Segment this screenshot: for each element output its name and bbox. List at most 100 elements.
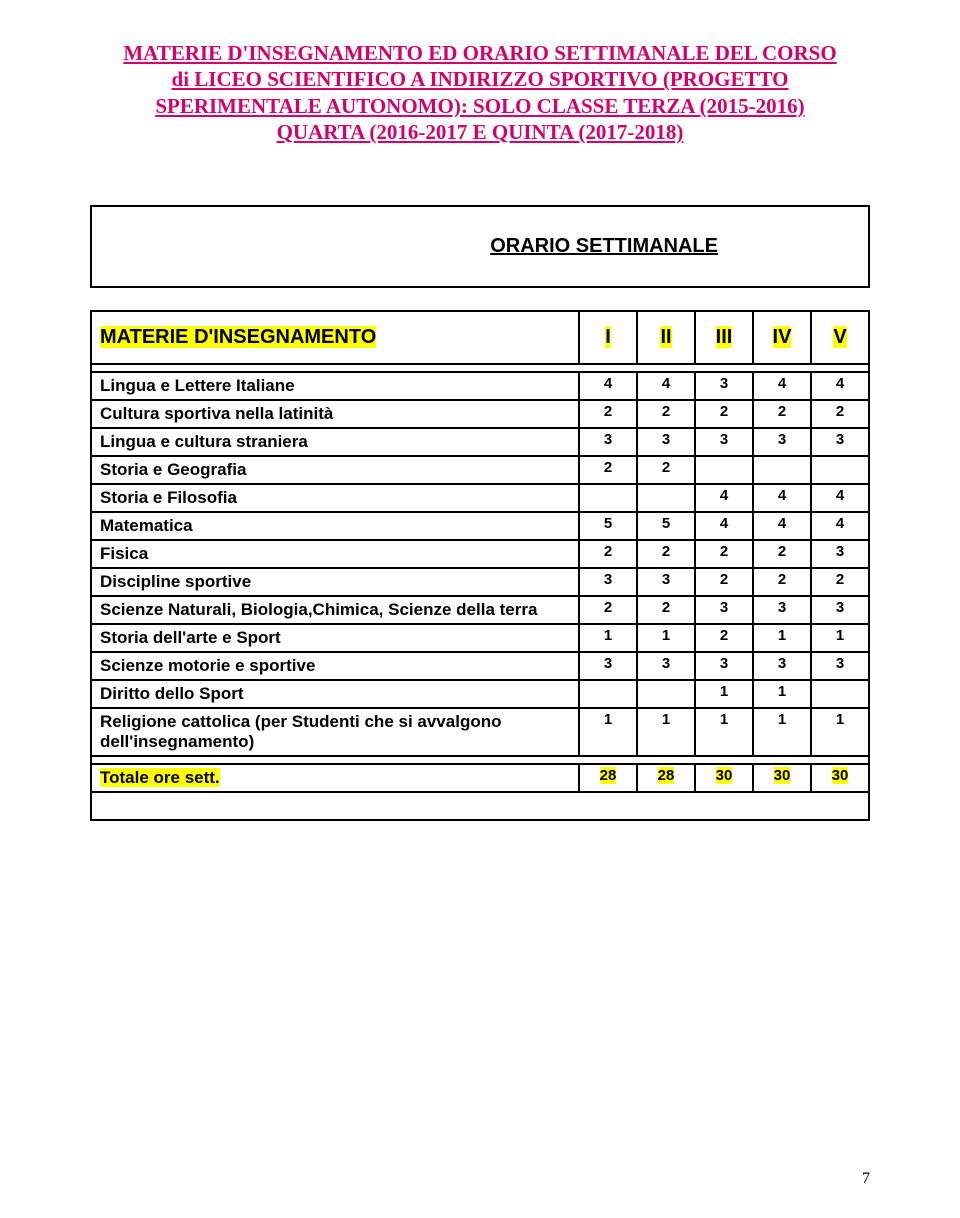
subject-cell: Cultura sportiva nella latinità: [91, 400, 579, 428]
page-number: 7: [862, 1170, 870, 1188]
value-cell: 3: [579, 428, 637, 456]
table-row: Lingua e cultura straniera33333: [91, 428, 869, 456]
table-row: Discipline sportive33222: [91, 568, 869, 596]
value-cell: 3: [695, 428, 753, 456]
subject-cell: Discipline sportive: [91, 568, 579, 596]
value-cell: 3: [695, 372, 753, 400]
value-cell: 4: [695, 512, 753, 540]
value-cell: 2: [811, 568, 869, 596]
table-row: Storia dell'arte e Sport11211: [91, 624, 869, 652]
subject-cell: Matematica: [91, 512, 579, 540]
value-cell: 4: [753, 512, 811, 540]
table-row: Matematica55444: [91, 512, 869, 540]
spacer-row: [91, 792, 869, 820]
value-cell: 4: [811, 372, 869, 400]
value-cell: 1: [637, 624, 695, 652]
value-cell: 4: [811, 484, 869, 512]
value-cell: [579, 484, 637, 512]
value-cell: 2: [695, 624, 753, 652]
value-cell: 3: [811, 652, 869, 680]
spacer-row: [91, 756, 869, 764]
value-cell: 2: [753, 400, 811, 428]
table-row: Lingua e Lettere Italiane44344: [91, 372, 869, 400]
table-row: Scienze motorie e sportive33333: [91, 652, 869, 680]
value-cell: 4: [753, 484, 811, 512]
header-year-2: II: [637, 311, 695, 364]
table-row: Religione cattolica (per Studenti che si…: [91, 708, 869, 756]
value-cell: 3: [695, 596, 753, 624]
title-line-2: di LICEO SCIENTIFICO A INDIRIZZO SPORTIV…: [90, 66, 870, 92]
spacer-row: [91, 364, 869, 372]
value-cell: 3: [811, 540, 869, 568]
value-cell: 2: [579, 400, 637, 428]
subject-cell: Lingua e Lettere Italiane: [91, 372, 579, 400]
value-cell: 3: [811, 428, 869, 456]
orario-settimanale-label: ORARIO SETTIMANALE: [490, 235, 858, 257]
value-cell: 1: [811, 624, 869, 652]
value-cell: 2: [637, 540, 695, 568]
subject-cell: Diritto dello Sport: [91, 680, 579, 708]
value-cell: 2: [637, 596, 695, 624]
value-cell: 2: [579, 596, 637, 624]
total-val-2: 28: [637, 764, 695, 792]
header-year-5: V: [811, 311, 869, 364]
value-cell: 3: [753, 596, 811, 624]
title-block: MATERIE D'INSEGNAMENTO ED ORARIO SETTIMA…: [90, 40, 870, 145]
value-cell: 2: [579, 540, 637, 568]
header-year-4: IV: [753, 311, 811, 364]
value-cell: [637, 484, 695, 512]
curriculum-table: MATERIE D'INSEGNAMENTO I II III IV V Lin…: [90, 310, 870, 821]
total-val-4: 30: [753, 764, 811, 792]
title-line-3: SPERIMENTALE AUTONOMO): SOLO CLASSE TERZ…: [90, 93, 870, 119]
header-subject: MATERIE D'INSEGNAMENTO: [91, 311, 579, 364]
value-cell: 3: [753, 428, 811, 456]
value-cell: 2: [811, 400, 869, 428]
value-cell: 3: [579, 652, 637, 680]
value-cell: 2: [695, 568, 753, 596]
total-val-5: 30: [811, 764, 869, 792]
table-row: Cultura sportiva nella latinità22222: [91, 400, 869, 428]
total-row: Totale ore sett. 28 28 30 30 30: [91, 764, 869, 792]
value-cell: 3: [695, 652, 753, 680]
subject-cell: Scienze motorie e sportive: [91, 652, 579, 680]
table-row: Fisica22223: [91, 540, 869, 568]
value-cell: 3: [753, 652, 811, 680]
total-val-3: 30: [695, 764, 753, 792]
value-cell: 1: [579, 624, 637, 652]
value-cell: 1: [695, 680, 753, 708]
title-line-4: QUARTA (2016-2017 E QUINTA (2017-2018): [90, 119, 870, 145]
value-cell: 2: [637, 400, 695, 428]
value-cell: [695, 456, 753, 484]
value-cell: 2: [695, 540, 753, 568]
total-label: Totale ore sett.: [91, 764, 579, 792]
value-cell: 3: [637, 652, 695, 680]
subject-cell: Storia e Filosofia: [91, 484, 579, 512]
value-cell: 2: [753, 540, 811, 568]
value-cell: [637, 680, 695, 708]
table-row: Scienze Naturali, Biologia,Chimica, Scie…: [91, 596, 869, 624]
value-cell: 2: [695, 400, 753, 428]
table-header-row: MATERIE D'INSEGNAMENTO I II III IV V: [91, 311, 869, 364]
value-cell: 3: [811, 596, 869, 624]
value-cell: 1: [753, 708, 811, 756]
value-cell: 2: [753, 568, 811, 596]
table-row: Storia e Filosofia444: [91, 484, 869, 512]
value-cell: 1: [579, 708, 637, 756]
value-cell: 1: [695, 708, 753, 756]
value-cell: [811, 456, 869, 484]
subject-cell: Storia e Geografia: [91, 456, 579, 484]
value-cell: 4: [695, 484, 753, 512]
value-cell: 1: [753, 624, 811, 652]
value-cell: 1: [753, 680, 811, 708]
table-row: Storia e Geografia22: [91, 456, 869, 484]
value-cell: 4: [753, 372, 811, 400]
value-cell: 4: [579, 372, 637, 400]
value-cell: [753, 456, 811, 484]
subject-cell: Storia dell'arte e Sport: [91, 624, 579, 652]
total-val-1: 28: [579, 764, 637, 792]
value-cell: [811, 680, 869, 708]
table-row: Diritto dello Sport 11: [91, 680, 869, 708]
header-year-1: I: [579, 311, 637, 364]
subject-cell: Religione cattolica (per Studenti che si…: [91, 708, 579, 756]
value-cell: 5: [637, 512, 695, 540]
